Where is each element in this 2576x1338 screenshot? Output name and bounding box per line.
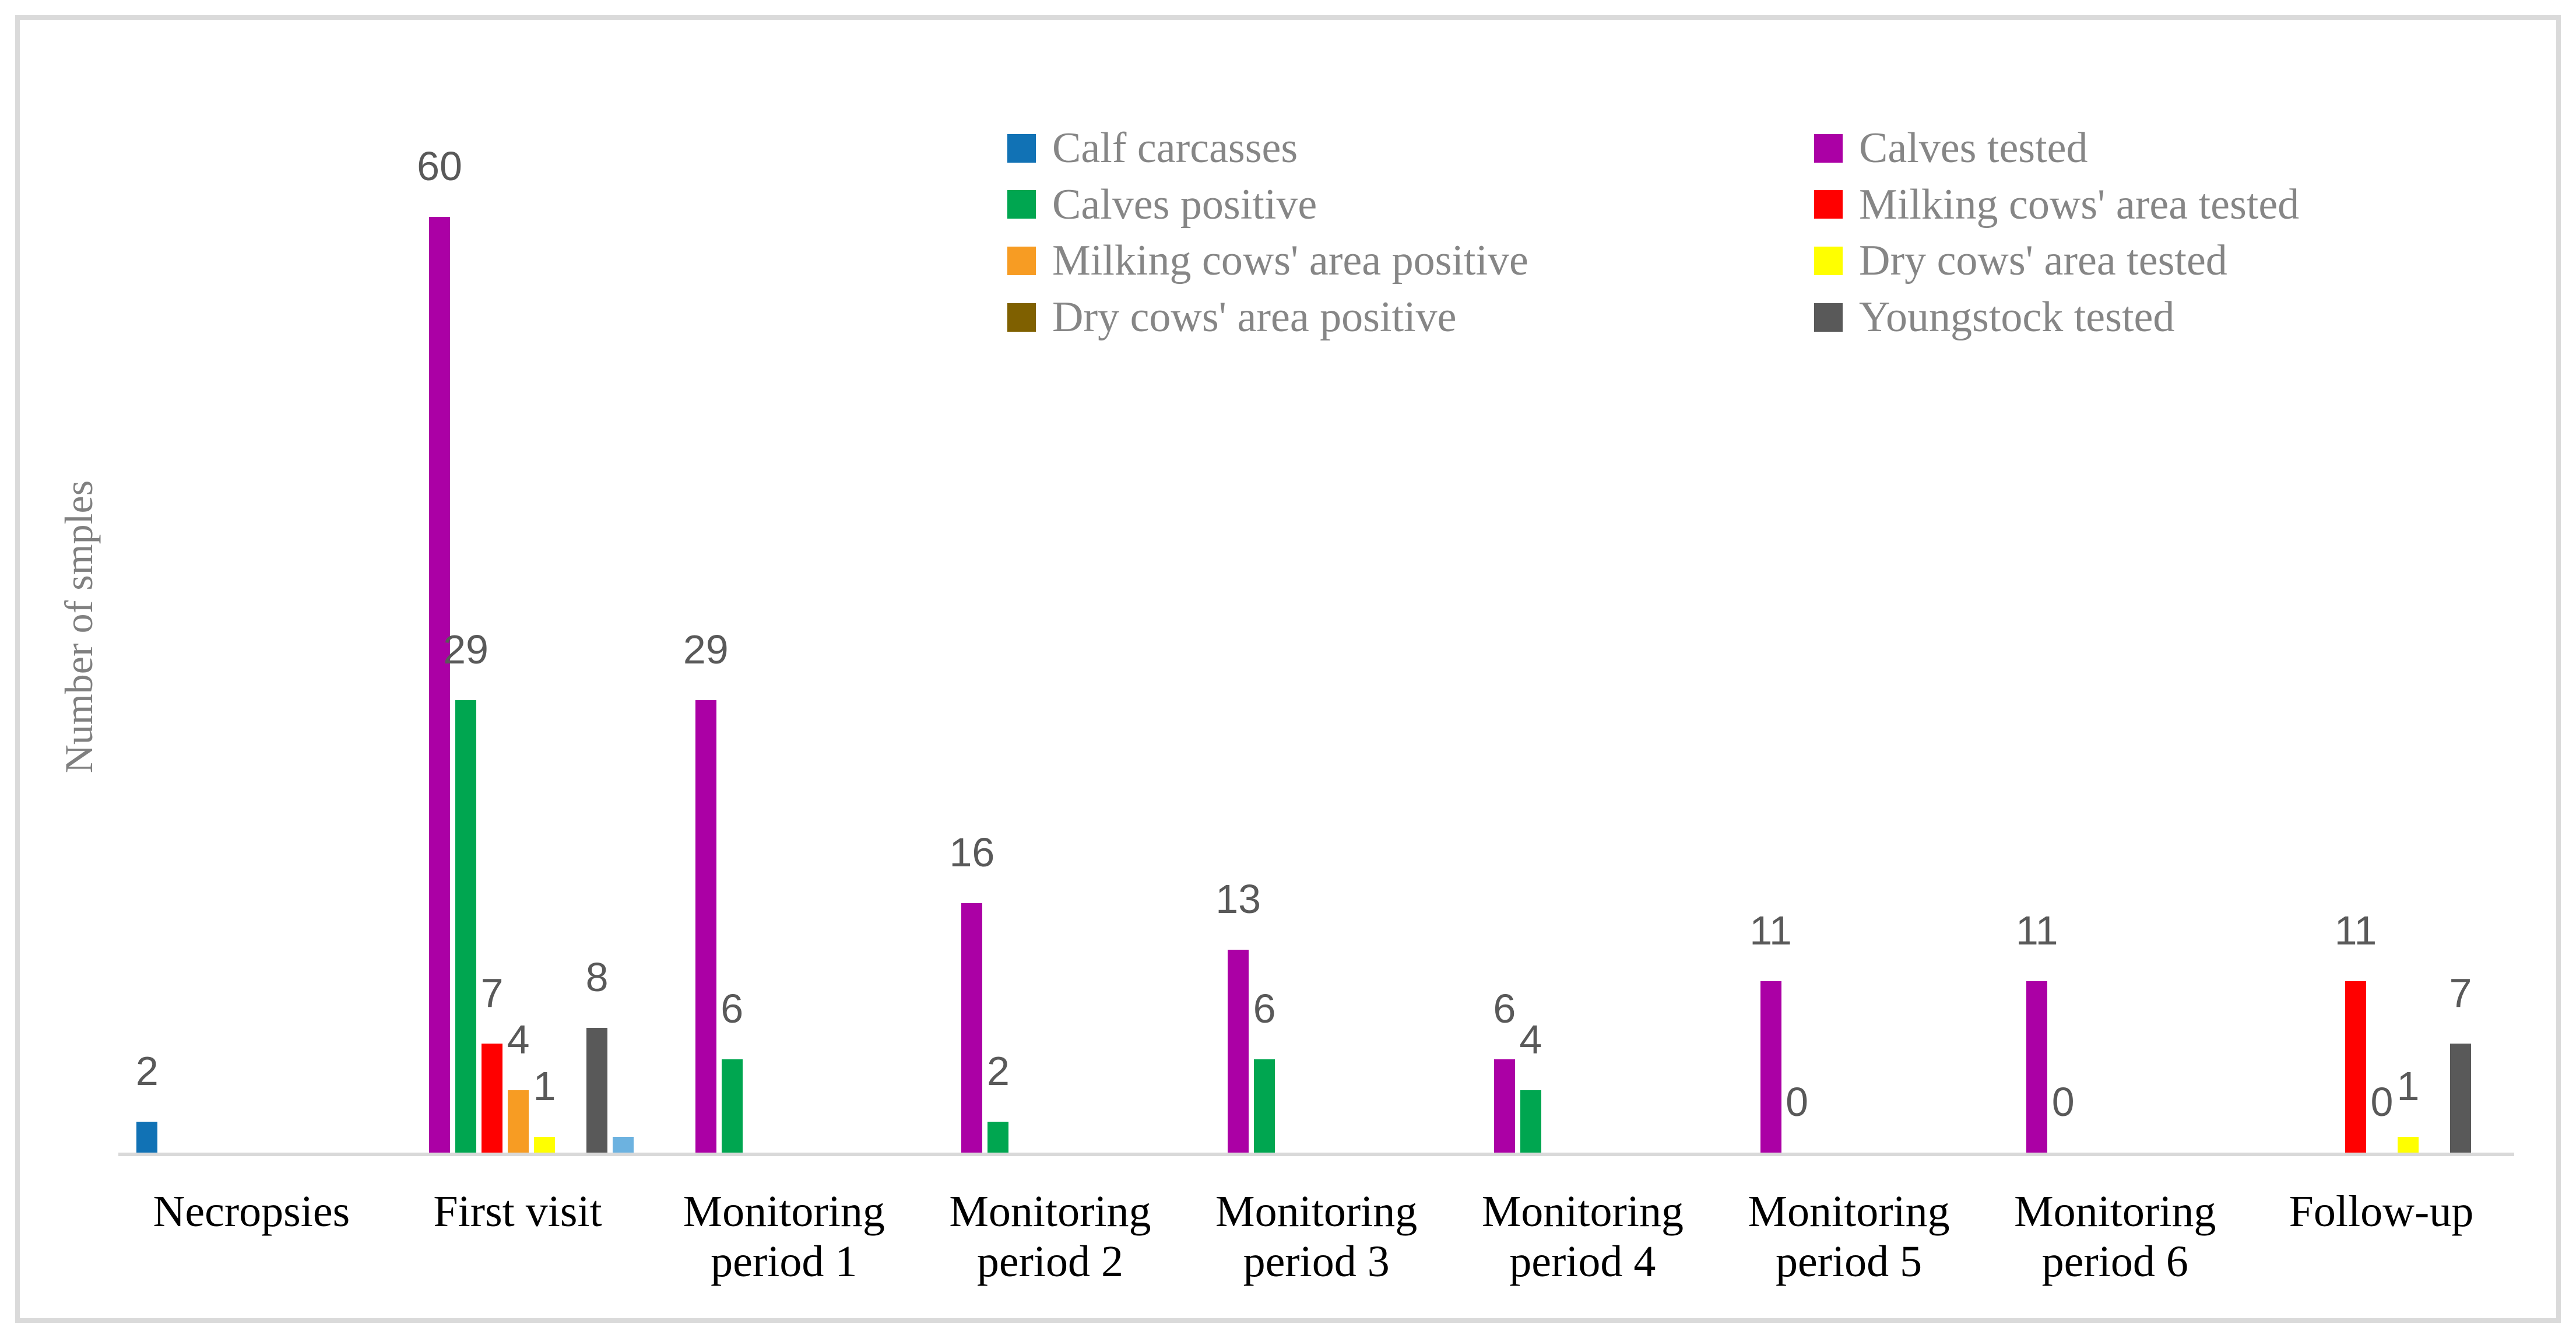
data-label-calves-tested-monitoring-period-3: 13 (1215, 876, 1261, 922)
legend-swatch-milking-cows-area-tested (1814, 190, 1843, 219)
y-axis-title: Number of smples (57, 480, 101, 774)
legend-item-dry-cows-area-tested: Dry cows' area tested (1814, 239, 2227, 282)
x-axis-label-monitoring-period-3: Monitoring period 3 (1215, 1187, 1418, 1286)
data-label-calf-carcasses-necropsies: 2 (135, 1048, 159, 1094)
bar-milking-cows-area-tested-follow-up (2345, 981, 2366, 1153)
data-label-calves-positive-first-visit: 29 (443, 627, 489, 673)
x-axis-label-monitoring-period-2: Monitoring period 2 (949, 1187, 1151, 1286)
data-label-calves-tested-monitoring-period-4: 6 (1493, 985, 1516, 1031)
data-label-dry-cows-area-tested-follow-up: 1 (2396, 1063, 2420, 1109)
data-label-milking-cows-area-tested-first-visit: 7 (480, 970, 504, 1016)
legend-swatch-calves-tested (1814, 134, 1843, 163)
x-axis-label-monitoring-period-6: Monitoring period 6 (2014, 1187, 2216, 1286)
legend-swatch-youngstock-tested (1814, 303, 1843, 332)
legend-item-milking-cows-area-tested: Milking cows' area tested (1814, 183, 2299, 226)
data-label-calves-tested-monitoring-period-6: 11 (2015, 907, 2058, 953)
legend: Calf carcasses Calves tested Calves positi… (1007, 127, 2523, 377)
legend-label-dry-cows-area-positive: Dry cows' area positive (1052, 293, 1457, 342)
legend-swatch-dry-cows-area-tested (1814, 246, 1843, 275)
legend-item-calves-positive: Calves positive (1007, 183, 1317, 226)
bar-calves-tested-monitoring-period-6 (2026, 981, 2048, 1153)
bar-calves-tested-monitoring-period-3 (1228, 950, 1249, 1153)
data-label-calves-tested-monitoring-period-1: 29 (683, 627, 729, 673)
legend-swatch-calves-positive (1007, 190, 1036, 219)
data-label-youngstock-tested-follow-up: 7 (2449, 970, 2472, 1016)
bar-dry-cows-area-tested-follow-up (2397, 1137, 2419, 1153)
legend-label-calf-carcasses: Calf carcasses (1052, 124, 1298, 172)
legend-item-calves-tested: Calves tested (1814, 127, 2088, 170)
data-label-dry-cows-area-tested-first-visit: 1 (533, 1063, 556, 1109)
bar-calves-positive-monitoring-period-2 (987, 1121, 1009, 1153)
x-axis-label-follow-up: Follow-up (2289, 1187, 2474, 1236)
data-label-calves-tested-monitoring-period-2: 16 (949, 830, 995, 875)
data-label-milking-cows-area-positive-follow-up: 0 (2370, 1079, 2394, 1125)
legend-label-calves-positive: Calves positive (1052, 180, 1317, 229)
legend-item-dry-cows-area-positive: Dry cows' area positive (1007, 296, 1457, 339)
legend-swatch-calf-carcasses (1007, 134, 1036, 163)
bar-calves-tested-first-visit (429, 217, 451, 1153)
x-axis-label-first-visit: First visit (433, 1187, 602, 1236)
data-label-calves-tested-first-visit: 60 (417, 143, 462, 189)
legend-item-youngstock-tested: Youngstock tested (1814, 296, 2174, 339)
bar-youngstock-tested-follow-up (2450, 1043, 2471, 1153)
legend-label-milking-cows-area-positive: Milking cows' area positive (1052, 237, 1528, 285)
bar-calves-positive-monitoring-period-3 (1254, 1059, 1275, 1153)
legend-label-youngstock-tested: Youngstock tested (1859, 293, 2175, 342)
legend-label-milking-cows-area-tested: Milking cows' area tested (1859, 180, 2300, 229)
legend-swatch-milking-cows-area-positive (1007, 246, 1036, 275)
data-label-milking-cows-area-positive-first-visit: 4 (507, 1017, 530, 1062)
bar-milking-cows-area-positive-first-visit (508, 1090, 529, 1153)
legend-item-calf-carcasses: Calf carcasses (1007, 127, 1298, 170)
x-axis-label-monitoring-period-1: Monitoring period 1 (683, 1187, 885, 1286)
bar-calves-tested-monitoring-period-2 (961, 903, 983, 1153)
bar-youngstock-tested-first-visit (586, 1028, 608, 1153)
data-label-calves-positive-monitoring-period-2: 2 (986, 1048, 1010, 1094)
data-label-calves-positive-monitoring-period-5: 0 (1786, 1079, 1809, 1125)
bar-calves-positive-monitoring-period-4 (1520, 1090, 1541, 1153)
x-axis-label-necropsies: Necropsies (153, 1187, 350, 1236)
legend-swatch-dry-cows-area-positive (1007, 303, 1036, 332)
data-label-calves-positive-monitoring-period-4: 4 (1519, 1017, 1542, 1062)
bar-calves-tested-monitoring-period-1 (695, 700, 716, 1153)
data-label-calves-tested-monitoring-period-5: 11 (1749, 907, 1792, 953)
bar-dry-cows-area-tested-first-visit (534, 1137, 556, 1153)
legend-item-milking-cows-area-positive: Milking cows' area positive (1007, 239, 1528, 282)
x-axis-label-monitoring-period-5: Monitoring period 5 (1748, 1187, 1950, 1286)
bar-calves-positive-monitoring-period-1 (721, 1059, 743, 1153)
legend-label-calves-tested: Calves tested (1859, 124, 2088, 172)
bar-calves-tested-monitoring-period-4 (1493, 1059, 1515, 1153)
bar-unlabeled-first-visit (613, 1137, 634, 1153)
data-label-calves-positive-monitoring-period-6: 0 (2051, 1079, 2075, 1125)
data-label-milking-cows-area-tested-follow-up: 11 (2334, 907, 2377, 953)
plot-area: 2 60 29 16 13 6 11 11 29 6 2 6 4 0 0 7 11 4 0 1 1 8 7 (118, 0, 2514, 1153)
x-axis-labels: Necropsies First visit Monitoring period 1… (118, 1187, 2514, 1321)
data-label-calves-positive-monitoring-period-3: 6 (1253, 985, 1276, 1031)
x-axis-line (118, 1153, 2514, 1156)
bar-calf-carcasses-necropsies (136, 1121, 158, 1153)
bar-calves-positive-first-visit (455, 700, 477, 1153)
x-axis-label-monitoring-period-4: Monitoring period 4 (1481, 1187, 1684, 1286)
bar-calves-tested-monitoring-period-5 (1760, 981, 1781, 1153)
data-label-youngstock-tested-first-visit: 8 (585, 954, 609, 1000)
bar-milking-cows-area-tested-first-visit (482, 1043, 503, 1153)
data-label-calves-positive-monitoring-period-1: 6 (721, 985, 744, 1031)
legend-label-dry-cows-area-tested: Dry cows' area tested (1859, 237, 2227, 285)
